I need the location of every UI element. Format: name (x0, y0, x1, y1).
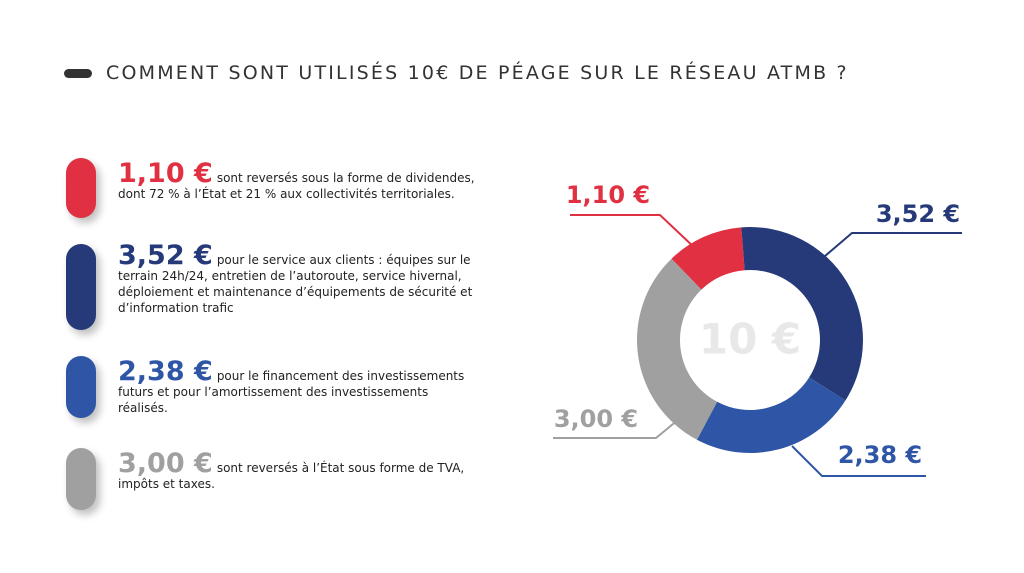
callout-line (570, 214, 698, 251)
legend-pill (66, 244, 96, 330)
donut-slice (696, 377, 846, 453)
value-label: 1,10 € (566, 181, 650, 209)
legend-description: pour le financement des investissements … (118, 369, 465, 415)
legend-value: 3,00 € (118, 448, 213, 479)
legend-text: 2,38 € pour le financement des investisse… (118, 358, 478, 416)
legend-text: 3,52 € pour le service aux clients : équi… (118, 242, 478, 316)
donut-slice (741, 227, 864, 401)
center-label: 10 € (699, 315, 801, 364)
callout-line (817, 232, 962, 263)
legend-text: 3,00 € sont reversés à l’État sous forme … (118, 450, 478, 492)
legend-value: 1,10 € (118, 158, 213, 189)
legend-value: 3,52 € (118, 240, 213, 271)
legend-description: pour le service aux clients : équipes su… (118, 253, 473, 315)
legend-description: sont reversés à l’État sous forme de TVA… (118, 461, 465, 491)
donut-slice (637, 258, 718, 440)
value-label: 2,38 € (838, 441, 922, 469)
legend-text: 1,10 € sont reversés sous la forme de div… (118, 160, 478, 202)
legend-description: sont reversés sous la forme de dividende… (118, 171, 475, 201)
callout-line (553, 409, 691, 439)
value-label: 3,52 € (876, 200, 960, 228)
legend-pill (66, 448, 96, 510)
title: COMMENT SONT UTILISÉS 10€ DE PÉAGE SUR L… (106, 62, 849, 84)
legend-pill (66, 356, 96, 418)
callout-line (791, 445, 926, 477)
legend-pill (66, 158, 96, 218)
legend-value: 2,38 € (118, 356, 213, 387)
value-label: 3,00 € (554, 405, 638, 433)
donut-slice (671, 227, 745, 290)
title-dash (64, 69, 92, 78)
